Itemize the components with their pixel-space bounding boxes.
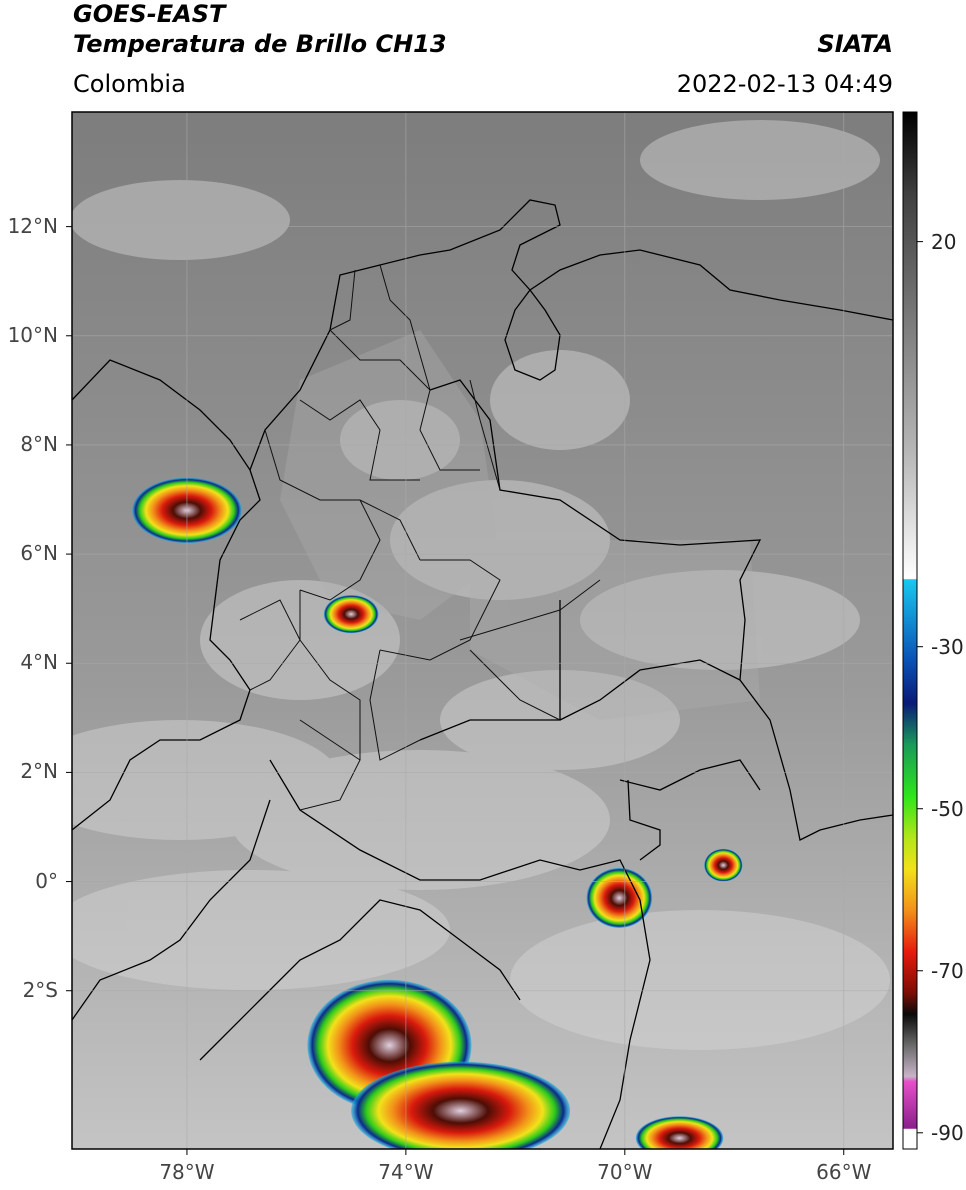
venezuela-coast xyxy=(529,249,893,321)
lat-label: 0° xyxy=(35,868,58,893)
colombia-east-border xyxy=(429,379,893,841)
lon-label: 74°W xyxy=(378,1160,434,1184)
satellite-title: GOES-EAST xyxy=(73,0,226,28)
colorbar-label: -30 xyxy=(931,634,964,659)
region-label: Colombia xyxy=(73,70,186,98)
map-frame xyxy=(71,111,894,1150)
colorbar-label: -70 xyxy=(931,958,964,983)
lon-label: 70°W xyxy=(597,1160,653,1184)
satellite-background xyxy=(72,112,893,1149)
lat-label: 2°N xyxy=(20,759,58,784)
lat-label: 4°N xyxy=(20,650,58,675)
lon-label: 78°W xyxy=(159,1160,215,1184)
ecuador-border xyxy=(72,799,271,1021)
colombia-south-border xyxy=(269,759,651,1149)
peru-border xyxy=(199,899,521,1061)
storm-cell xyxy=(323,595,379,634)
lat-label: 12°N xyxy=(7,213,58,238)
pacific-coast xyxy=(72,469,261,831)
lon-label: 66°W xyxy=(816,1160,872,1184)
department-borders xyxy=(239,264,601,811)
land-shading xyxy=(280,330,760,720)
colorbar-label: 20 xyxy=(931,229,957,254)
datetime-label: 2022-02-13 04:49 xyxy=(676,70,893,98)
storm-cell xyxy=(704,848,743,882)
storm-cell xyxy=(586,867,653,928)
brazil-border xyxy=(419,600,761,861)
gridlines xyxy=(72,112,893,1149)
lat-label: 8°N xyxy=(20,431,58,456)
borders xyxy=(72,199,893,1149)
lat-label: 10°N xyxy=(7,322,58,347)
colorbar-ticks xyxy=(917,241,923,1134)
axis-ticks xyxy=(66,226,845,1155)
colorbar-label: -50 xyxy=(931,796,964,821)
colorbar-label: -90 xyxy=(931,1120,964,1145)
lat-label: 6°N xyxy=(20,541,58,566)
caribbean-coast xyxy=(72,199,561,472)
storm-cell xyxy=(635,1116,724,1149)
colorbar xyxy=(902,111,918,1150)
product-title: Temperatura de Brillo CH13 xyxy=(73,30,447,58)
lat-label: 2°S xyxy=(22,977,58,1002)
source-label: SIATA xyxy=(817,30,893,58)
storm-cell xyxy=(351,1061,571,1149)
